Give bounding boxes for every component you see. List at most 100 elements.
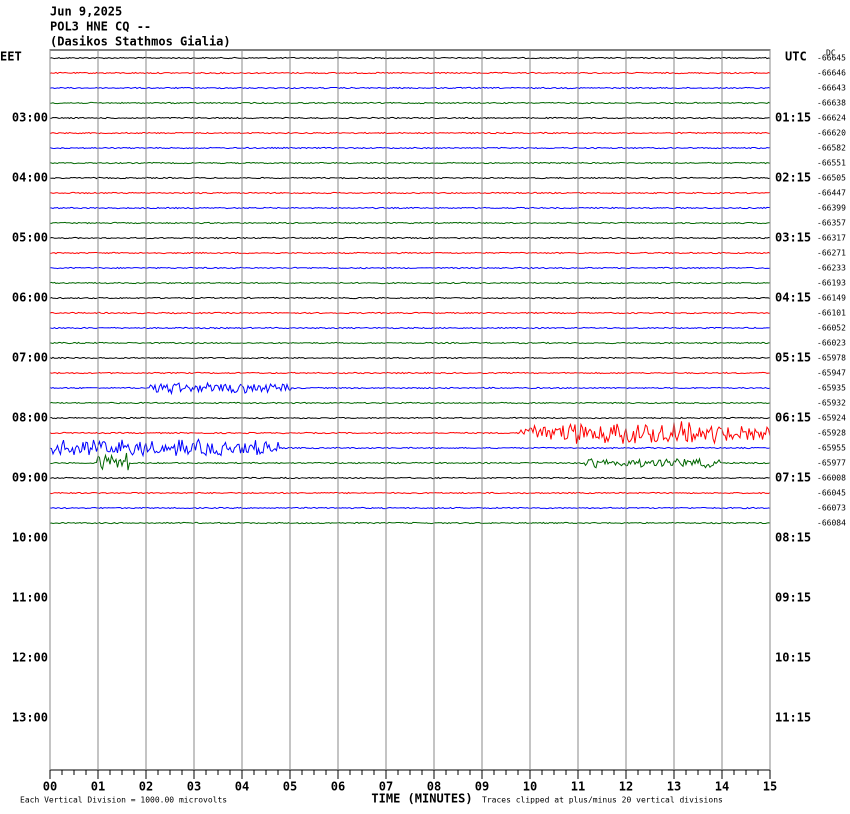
- trace-offset: -65928: [817, 429, 846, 438]
- trace: [49, 281, 771, 285]
- trace-offset: -66023: [817, 339, 846, 348]
- right-zone: UTC: [785, 50, 807, 64]
- trace-offset: -65924: [817, 414, 846, 423]
- trace: [49, 296, 771, 300]
- trace-offset: -65978: [817, 354, 846, 363]
- left-time-label: 03:00: [12, 111, 48, 125]
- title-line: Jun 9,2025: [50, 5, 122, 19]
- trace-offset: -66149: [817, 294, 846, 303]
- x-tick-label: 12: [619, 780, 633, 794]
- trace-offset: -66638: [817, 99, 846, 108]
- scale-note: Each Vertical Division = 1000.00 microvo…: [20, 796, 227, 805]
- x-tick-label: 01: [91, 780, 105, 794]
- right-time-label: 06:15: [775, 411, 811, 425]
- trace: [49, 401, 771, 405]
- x-tick-label: 14: [715, 780, 729, 794]
- trace: [49, 421, 771, 445]
- trace: [49, 371, 770, 375]
- trace: [49, 521, 771, 525]
- trace: [49, 131, 771, 135]
- right-time-label: 05:15: [775, 351, 811, 365]
- trace-offset: -66505: [817, 174, 846, 183]
- right-time-label: 08:15: [775, 531, 811, 545]
- left-time-label: 05:00: [12, 231, 48, 245]
- left-time-label: 04:00: [12, 171, 48, 185]
- x-tick-label: 04: [235, 780, 249, 794]
- left-time-label: 07:00: [12, 351, 48, 365]
- right-time-label: 07:15: [775, 471, 811, 485]
- left-time-label: 06:00: [12, 291, 48, 305]
- x-tick-label: 15: [763, 780, 777, 794]
- right-time-label: 02:15: [775, 171, 811, 185]
- trace-offset: -66399: [817, 204, 846, 213]
- offset-header: DC: [826, 49, 836, 58]
- x-tick-label: 05: [283, 780, 297, 794]
- trace-offset: -65955: [817, 444, 846, 453]
- trace-offset: -66084: [817, 519, 846, 528]
- right-time-label: 04:15: [775, 291, 811, 305]
- trace: [49, 341, 771, 345]
- trace: [49, 161, 771, 165]
- trace: [49, 506, 771, 510]
- left-zone: EET: [0, 50, 22, 64]
- traces: [49, 56, 771, 525]
- trace-offset: -65932: [817, 399, 846, 408]
- trace-offset: -66101: [817, 309, 846, 318]
- trace: [49, 266, 771, 270]
- trace-offset: -66447: [817, 189, 846, 198]
- trace-offset: -66582: [817, 144, 846, 153]
- x-tick-label: 08: [427, 780, 441, 794]
- trace-offset: -66551: [817, 159, 846, 168]
- trace: [49, 452, 771, 471]
- trace: [49, 176, 771, 180]
- trace: [49, 71, 771, 75]
- left-time-label: 08:00: [12, 411, 48, 425]
- trace-offset: -66645: [817, 54, 846, 63]
- trace-offset: -66357: [817, 219, 846, 228]
- right-time-label: 11:15: [775, 711, 811, 725]
- trace-offset: -66008: [817, 474, 846, 483]
- x-tick-label: 00: [43, 780, 57, 794]
- x-tick-label: 06: [331, 780, 345, 794]
- right-time-label: 03:15: [775, 231, 811, 245]
- x-tick-label: 02: [139, 780, 153, 794]
- left-time-label: 13:00: [12, 711, 48, 725]
- x-tick-label: 03: [187, 780, 201, 794]
- x-tick-label: 09: [475, 780, 489, 794]
- trace-offset: -66271: [817, 249, 846, 258]
- x-tick-label: 13: [667, 780, 681, 794]
- x-tick-label: 11: [571, 780, 585, 794]
- left-time-label: 09:00: [12, 471, 48, 485]
- x-axis-label: TIME (MINUTES): [371, 792, 472, 806]
- trace-offset: -66646: [817, 69, 846, 78]
- right-time-label: 10:15: [775, 651, 811, 665]
- trace-offset: -65977: [817, 459, 846, 468]
- trace: [49, 438, 771, 458]
- trace-offset: -66317: [817, 234, 846, 243]
- trace-offset: -65947: [817, 369, 846, 378]
- trace: [49, 101, 771, 105]
- clip-note: Traces clipped at plus/minus 20 vertical…: [482, 796, 723, 805]
- trace-offset: -66073: [817, 504, 846, 513]
- trace: [49, 86, 771, 90]
- trace-offset: -66643: [817, 84, 846, 93]
- trace: [49, 191, 771, 195]
- trace: [49, 326, 771, 330]
- trace: [49, 476, 771, 480]
- trace-offset: -66045: [817, 489, 846, 498]
- title-line: POL3 HNE CQ --: [50, 20, 151, 34]
- trace-offset: -66233: [817, 264, 846, 273]
- right-time-label: 09:15: [775, 591, 811, 605]
- trace: [49, 416, 771, 420]
- title-line: (Dasikos Stathmos Gialia): [50, 35, 231, 49]
- trace-offset: -66620: [817, 129, 846, 138]
- x-tick-label: 10: [523, 780, 537, 794]
- left-time-label: 11:00: [12, 591, 48, 605]
- trace: [49, 491, 771, 495]
- trace: [49, 236, 771, 240]
- left-time-label: 12:00: [12, 651, 48, 665]
- trace-offset: -66193: [817, 279, 846, 288]
- trace: [49, 356, 771, 360]
